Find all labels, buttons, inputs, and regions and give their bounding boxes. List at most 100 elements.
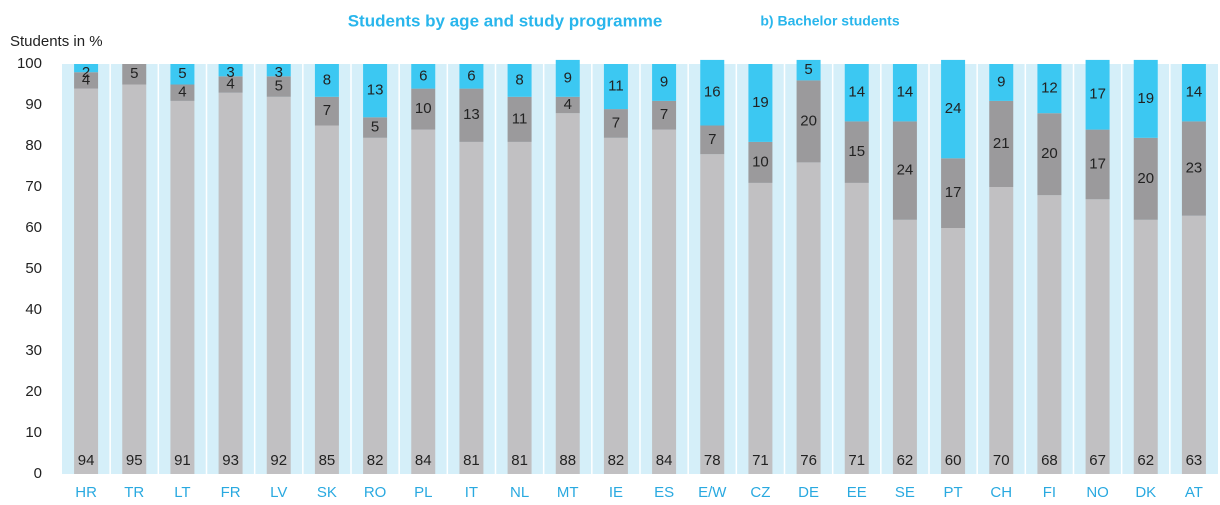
data-label: 4 [226, 75, 234, 92]
x-tick-label: EE [847, 484, 867, 501]
bar-segment [170, 84, 195, 101]
data-label: 84 [415, 452, 432, 469]
x-tick-label: RO [364, 484, 387, 501]
bar-segment [555, 96, 580, 114]
data-label: 13 [367, 82, 384, 99]
bar-segment [218, 92, 243, 474]
data-label: 8 [323, 71, 331, 88]
y-tick-label: 10 [25, 424, 42, 441]
bar-segment [1133, 219, 1158, 474]
y-tick-label: 50 [25, 260, 42, 277]
x-tick-label: AT [1185, 484, 1203, 501]
bar-segment [892, 219, 917, 474]
bar-segment [941, 228, 966, 474]
data-label: 7 [323, 102, 331, 119]
x-tick-label: FR [221, 484, 241, 501]
bar-segment [314, 125, 339, 474]
bar-segment [1037, 113, 1062, 196]
data-label: 13 [463, 106, 480, 123]
data-label: 85 [319, 452, 336, 469]
data-label: 78 [704, 452, 721, 469]
bar-segment [1133, 137, 1158, 220]
bar-segment [1181, 64, 1206, 122]
data-label: 70 [993, 452, 1010, 469]
bar-segment [170, 64, 195, 85]
data-label: 11 [608, 78, 624, 95]
bar-segment [700, 59, 725, 126]
data-label: 10 [752, 153, 769, 170]
data-label: 92 [270, 452, 287, 469]
y-tick-label: 100 [17, 55, 42, 72]
bar-segment [555, 113, 580, 474]
bar-segment [122, 84, 147, 474]
data-label: 9 [564, 69, 572, 86]
bar-segment [122, 64, 147, 85]
bar-segment [507, 96, 532, 142]
x-tick-label: TR [124, 484, 144, 501]
bar-segment [74, 64, 99, 73]
y-tick-label: 70 [25, 178, 42, 195]
data-label: 6 [467, 67, 475, 84]
data-label: 81 [463, 452, 480, 469]
bar-segment [1037, 64, 1062, 114]
bar-segment [748, 182, 773, 474]
y-axis-label: Students in % [10, 33, 103, 50]
data-label: 7 [708, 131, 716, 148]
bar-segment [844, 182, 869, 474]
bar-segment [796, 80, 821, 163]
bar-segment [459, 88, 484, 142]
x-tick-label: IT [465, 484, 478, 501]
bar-segment [266, 64, 291, 77]
bar-segment [218, 64, 243, 77]
bar-segment [363, 64, 388, 118]
bar-segment [1133, 59, 1158, 138]
bar-segment [1181, 121, 1206, 216]
bar-segment [411, 64, 436, 89]
x-tick-label: E/W [698, 484, 727, 501]
x-tick-label: CH [990, 484, 1012, 501]
y-tick-label: 20 [25, 383, 42, 400]
bar-segment [844, 121, 869, 183]
data-label: 95 [126, 452, 143, 469]
bar-segment [796, 162, 821, 474]
data-label: 8 [515, 71, 523, 88]
bar-segment [1037, 195, 1062, 474]
bar-segment [459, 141, 484, 474]
bar-segment [314, 96, 339, 126]
data-label: 9 [997, 73, 1005, 90]
bar-segment [1181, 215, 1206, 474]
data-label: 5 [804, 61, 812, 78]
bar-segment [941, 158, 966, 228]
bar-segment [459, 64, 484, 89]
data-label: 63 [1186, 452, 1203, 469]
bar-segment [218, 76, 243, 93]
data-label: 4 [82, 71, 90, 88]
x-tick-label: SK [317, 484, 337, 501]
x-tick-label: LT [174, 484, 190, 501]
bar-segment [363, 117, 388, 138]
data-label: 19 [1137, 90, 1154, 107]
bar-segment [652, 129, 677, 474]
y-tick-label: 40 [25, 301, 42, 318]
bar-segment [700, 125, 725, 155]
data-label: 3 [226, 64, 234, 81]
chart-subtitle: b) Bachelor students [760, 13, 899, 29]
bar-segment [507, 64, 532, 97]
data-label: 17 [1089, 155, 1106, 172]
data-label: 21 [993, 135, 1010, 152]
x-tick-label: ES [654, 484, 674, 501]
data-label: 88 [559, 452, 576, 469]
bar-segment [989, 100, 1014, 187]
bar-segment [411, 129, 436, 474]
x-tick-label: SE [895, 484, 915, 501]
data-label: 4 [564, 96, 572, 113]
data-label: 2 [82, 64, 90, 81]
x-tick-label: CZ [750, 484, 770, 501]
data-label: 76 [800, 452, 817, 469]
data-label: 17 [1089, 86, 1106, 103]
data-label: 68 [1041, 452, 1058, 469]
data-label: 17 [945, 184, 962, 201]
bar-segment [74, 88, 99, 474]
data-label: 3 [275, 64, 283, 81]
x-tick-label: PL [414, 484, 432, 501]
